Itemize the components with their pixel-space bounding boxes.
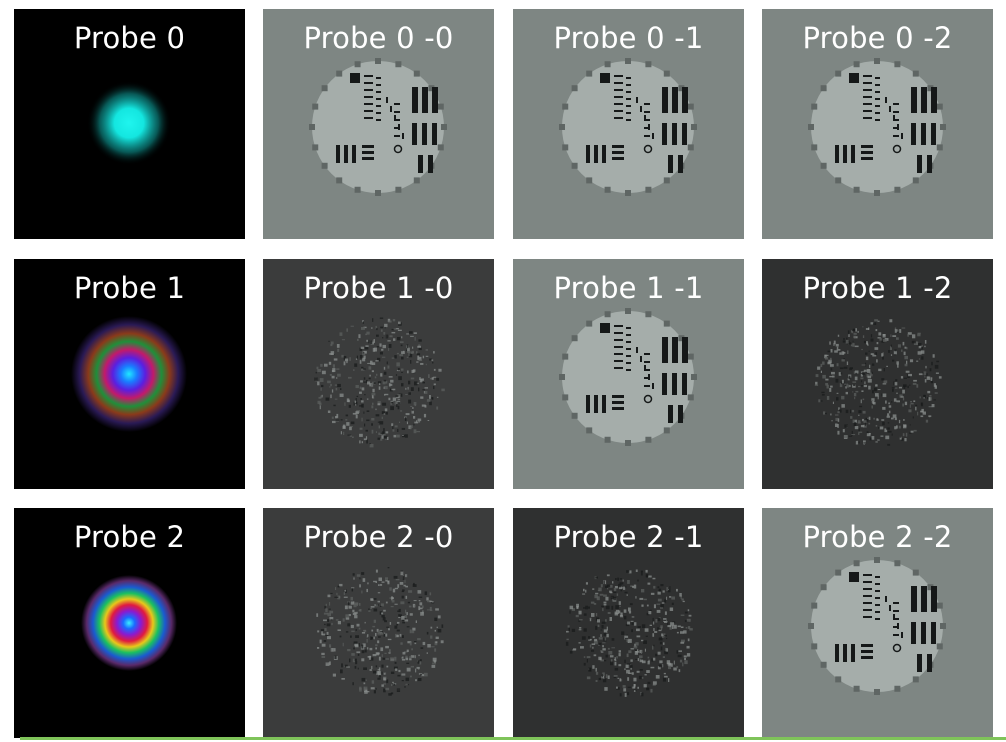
panel-label: Probe 0 -0 xyxy=(303,21,454,55)
panel-image xyxy=(14,9,245,239)
resolution-target xyxy=(808,58,946,196)
panel-label: Probe 2 -2 xyxy=(802,520,953,554)
panel-r2-c3: Probe 2 -2 xyxy=(762,508,993,738)
panel-r0-c1: Probe 0 -0 xyxy=(263,9,494,239)
probe-spot xyxy=(87,81,171,165)
noise-speckle-disk xyxy=(314,317,445,448)
noise-background xyxy=(263,259,494,489)
panel-label: Probe 1 -0 xyxy=(303,271,454,305)
panel-r0-c0: Probe 0 xyxy=(14,9,245,239)
panel-label: Probe 2 -0 xyxy=(303,520,454,554)
panel-image xyxy=(762,508,993,738)
panel-r0-c3: Probe 0 -2 xyxy=(762,9,993,239)
resolution-target xyxy=(808,557,946,695)
panel-r2-c2: Probe 2 -1 xyxy=(513,508,744,738)
panel-image xyxy=(762,9,993,239)
panel-image xyxy=(263,508,494,738)
panel-image xyxy=(263,9,494,239)
panel-r1-c0: Probe 1 xyxy=(14,259,245,489)
panel-label: Probe 0 -2 xyxy=(802,21,953,55)
noise-background xyxy=(263,508,494,738)
panel-r1-c3: Probe 1 -2 xyxy=(762,259,993,489)
resolution-target xyxy=(559,308,697,446)
panel-image xyxy=(513,259,744,489)
panel-r1-c1: Probe 1 -0 xyxy=(263,259,494,489)
panel-label: Probe 2 -1 xyxy=(553,520,704,554)
panel-label: Probe 0 -1 xyxy=(553,21,704,55)
panel-r0-c2: Probe 0 -1 xyxy=(513,9,744,239)
probe-spot xyxy=(71,316,187,432)
panel-image xyxy=(513,9,744,239)
noise-background xyxy=(762,259,993,489)
noise-speckle-disk xyxy=(814,319,942,446)
probe-spot xyxy=(81,575,177,671)
panel-image xyxy=(762,259,993,489)
resolution-target xyxy=(559,58,697,196)
panel-label: Probe 2 xyxy=(73,520,186,554)
panel-r1-c2: Probe 1 -1 xyxy=(513,259,744,489)
panel-label: Probe 0 xyxy=(73,21,186,55)
panel-r2-c1: Probe 2 -0 xyxy=(263,508,494,738)
noise-speckle-disk xyxy=(316,567,444,696)
noise-speckle-disk xyxy=(565,569,693,697)
panel-label: Probe 1 -1 xyxy=(553,271,704,305)
panel-image xyxy=(263,259,494,489)
panel-image xyxy=(513,508,744,738)
resolution-target xyxy=(309,58,447,196)
bottom-separator-line xyxy=(20,737,1006,740)
panel-r2-c0: Probe 2 xyxy=(14,508,245,738)
panel-image xyxy=(14,259,245,489)
panel-label: Probe 1 xyxy=(73,271,186,305)
panel-label: Probe 1 -2 xyxy=(802,271,953,305)
panel-image xyxy=(14,508,245,738)
